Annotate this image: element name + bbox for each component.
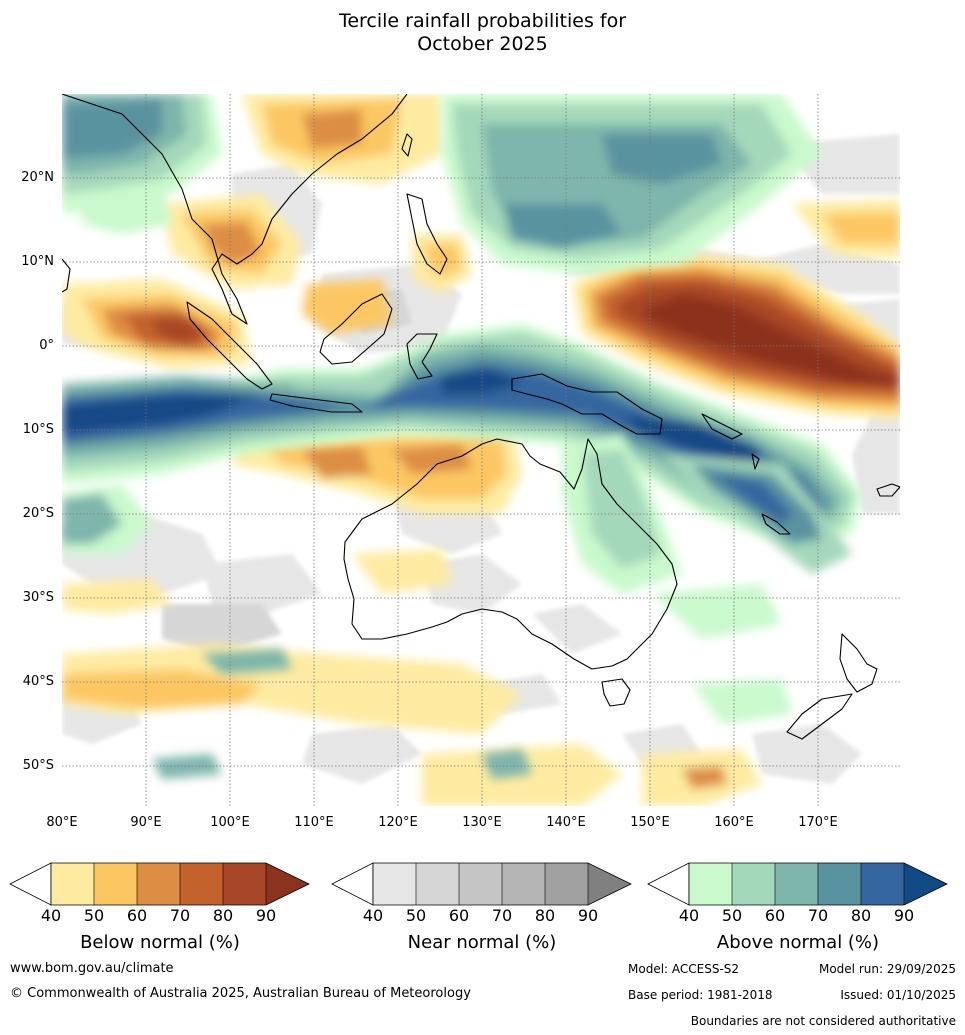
lon-label-100e: 100°E: [210, 815, 250, 830]
lon-label-140e: 140°E: [546, 815, 586, 830]
rainfall-probability-map: [62, 94, 900, 806]
below-tick-50: 50: [83, 906, 105, 925]
sumatra-coastline: [186, 301, 273, 390]
below-normal-regions: [62, 94, 900, 806]
lat-label-0: 0°: [39, 338, 54, 353]
below-tick-60: 60: [126, 906, 148, 925]
lat-label-30s: 30°S: [22, 590, 54, 605]
lon-label-130e: 130°E: [462, 815, 502, 830]
near-swatch-under: [331, 862, 374, 906]
above-swatch-60: [775, 863, 818, 905]
above-swatch-80: [861, 863, 904, 905]
below-tick-40: 40: [40, 906, 62, 925]
near-swatch-80: [545, 863, 588, 905]
below-normal-colorbar: [9, 862, 310, 906]
above-swatch-50: [732, 863, 775, 905]
near-swatch-50: [416, 863, 459, 905]
philippines-coastline: [406, 193, 448, 275]
fiji-coastline: [876, 483, 900, 497]
below-swatch-50: [94, 863, 137, 905]
lon-label-80e: 80°E: [46, 815, 78, 830]
lon-label-110e: 110°E: [294, 815, 334, 830]
model-name: Model: ACCESS-S2: [628, 962, 740, 976]
lat-label-10s: 10°S: [22, 422, 54, 437]
above-normal-regions: [62, 94, 862, 779]
vanuatu-coastline: [751, 453, 760, 470]
near-swatch-60: [459, 863, 502, 905]
near-tick-50: 50: [405, 906, 427, 925]
above-tick-40: 40: [678, 906, 700, 925]
near-swatch-40: [373, 863, 416, 905]
above-tick-60: 60: [764, 906, 786, 925]
above-swatch-70: [818, 863, 861, 905]
model-run: Model run: 29/09/2025: [818, 962, 956, 976]
below-tick-90: 90: [255, 906, 277, 925]
above-tick-80: 80: [850, 906, 872, 925]
below-swatch-over: [266, 863, 309, 905]
new-caledonia-coastline: [761, 513, 791, 535]
map-canvas: [62, 94, 900, 806]
lon-label-120e: 120°E: [378, 815, 418, 830]
below-swatch-80: [223, 863, 266, 905]
website-link[interactable]: www.bom.gov.au/climate: [10, 961, 174, 976]
tasmania-coastline: [601, 678, 631, 707]
near-swatch-70: [502, 863, 545, 905]
sri-lanka-coastline: [62, 258, 71, 293]
near-tick-40: 40: [362, 906, 384, 925]
near-tick-60: 60: [448, 906, 470, 925]
above-normal-colorbar: [647, 862, 948, 906]
coastlines: [62, 94, 900, 740]
lat-label-10n: 10°N: [21, 254, 54, 269]
borneo-coastline: [319, 293, 393, 365]
above-swatch-40: [689, 863, 732, 905]
below-swatch-under: [9, 862, 52, 906]
below-tick-80: 80: [212, 906, 234, 925]
mainland-asia-coastline: [62, 94, 408, 325]
issued-date: Issued: 01/10/2025: [840, 988, 956, 1002]
near-normal-colorbar: [331, 862, 632, 906]
australia-coastline: [343, 438, 678, 670]
above-tick-70: 70: [807, 906, 829, 925]
solomon-islands-coastline: [701, 413, 743, 440]
above-swatch-over: [904, 863, 947, 905]
sulawesi-coastline: [406, 333, 438, 380]
new-guinea-coastline: [511, 373, 663, 435]
near-tick-90: 90: [577, 906, 599, 925]
lat-label-50s: 50°S: [22, 758, 54, 773]
java-coastline: [269, 393, 363, 413]
near-tick-70: 70: [491, 906, 513, 925]
boundaries-disclaimer: Boundaries are not considered authoritat…: [690, 1014, 956, 1028]
below-swatch-40: [51, 863, 94, 905]
above-tick-90: 90: [893, 906, 915, 925]
below-swatch-60: [137, 863, 180, 905]
lon-label-90e: 90°E: [130, 815, 162, 830]
new-zealand-north-coastline: [839, 633, 878, 693]
lon-label-160e: 160°E: [714, 815, 754, 830]
near-normal-label: Near normal (%): [407, 932, 557, 953]
lat-label-20s: 20°S: [22, 506, 54, 521]
above-tick-50: 50: [721, 906, 743, 925]
lat-label-20n: 20°N: [21, 170, 54, 185]
title-line-1: Tercile rainfall probabilities for: [338, 10, 627, 32]
near-swatch-over: [588, 863, 631, 905]
copyright-text: © Commonwealth of Australia 2025, Austra…: [10, 986, 471, 1001]
map-title: Tercile rainfall probabilities for Octob…: [0, 10, 965, 56]
lat-label-40s: 40°S: [22, 674, 54, 689]
title-line-2: October 2025: [417, 33, 548, 55]
below-normal-label: Below normal (%): [80, 932, 240, 953]
taiwan-coastline: [401, 133, 413, 157]
below-swatch-70: [180, 863, 223, 905]
lon-label-150e: 150°E: [630, 815, 670, 830]
base-period: Base period: 1981-2018: [628, 988, 773, 1002]
below-tick-70: 70: [169, 906, 191, 925]
near-tick-80: 80: [534, 906, 556, 925]
new-zealand-south-coastline: [786, 693, 853, 740]
above-swatch-under: [647, 862, 690, 906]
above-normal-label: Above normal (%): [716, 932, 880, 953]
lon-label-170e: 170°E: [798, 815, 838, 830]
